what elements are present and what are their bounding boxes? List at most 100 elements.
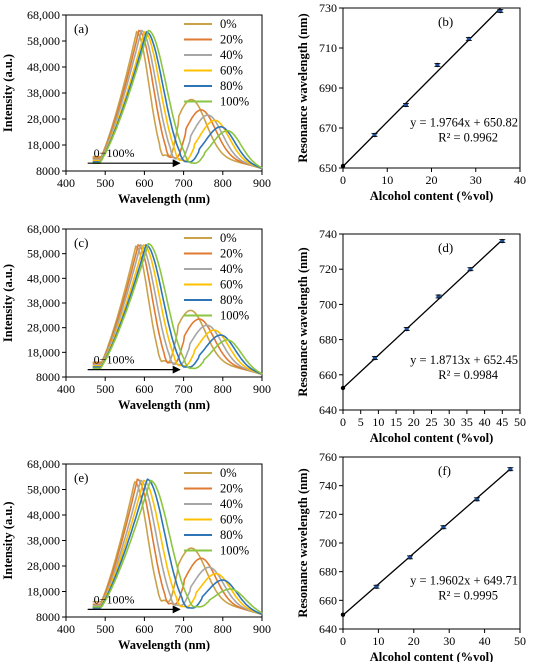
series-line-80pct [92, 478, 263, 615]
legend-label: 40% [220, 48, 243, 62]
panel-b: 0 10 20 30 40 650 670 690 710 730 Alcohol content … [296, 1, 526, 203]
series-line-0pct [92, 30, 263, 170]
shift-arrow-label: 0−100% [94, 592, 135, 606]
legend-label: 80% [220, 528, 243, 542]
data-point [340, 612, 346, 617]
x-tick-label: 10 [372, 634, 384, 648]
y-tick-label: 720 [319, 507, 337, 521]
x-tick-label: 30 [443, 415, 455, 429]
y-tick-label: 48,000 [27, 508, 60, 522]
y-tick-label: 18,000 [27, 585, 60, 599]
x-tick-label: 40 [514, 173, 526, 187]
x-tick-label: 0 [340, 415, 346, 429]
y-tick-label: 8000 [36, 164, 60, 178]
x-tick-label: 25 [426, 415, 438, 429]
series-line-100pct [92, 242, 263, 375]
x-axis-label: Wavelength (nm) [118, 638, 210, 652]
y-tick-label: 28,000 [27, 559, 60, 573]
legend-label: 0% [220, 231, 237, 245]
panel-d: 0 5 10 15 20 25 30 35 40 45 50 640 660 680 700 720 740 Al… [296, 227, 526, 445]
y-tick-label: 38,000 [27, 296, 60, 310]
series-line-80pct [92, 244, 263, 375]
x-tick-label: 400 [57, 382, 75, 396]
data-point [340, 163, 346, 169]
legend-label: 40% [220, 497, 243, 511]
y-tick-label: 720 [319, 262, 337, 276]
fit-r-squared: R² = 0.9962 [438, 130, 498, 144]
x-tick-label: 600 [135, 176, 153, 190]
legend-label: 100% [220, 95, 249, 109]
y-tick-label: 38,000 [27, 534, 60, 548]
y-tick-label: 58,000 [27, 247, 60, 261]
fit-line [342, 7, 501, 167]
x-tick-label: 10 [372, 415, 384, 429]
y-tick-label: 690 [319, 81, 337, 95]
legend-label: 100% [220, 309, 249, 323]
fit-equation: y = 1.9602x + 649.71 [410, 573, 518, 587]
x-tick-label: 20 [408, 415, 420, 429]
y-tick-label: 28,000 [27, 321, 60, 335]
y-tick-label: 740 [319, 227, 337, 241]
series-line-100pct [92, 479, 263, 614]
fit-r-squared: R² = 0.9995 [438, 588, 498, 602]
y-tick-label: 58,000 [27, 483, 60, 497]
legend-label: 80% [220, 293, 243, 307]
y-tick-label: 48,000 [27, 60, 60, 74]
fit-line [342, 468, 511, 616]
y-tick-label: 680 [319, 333, 337, 347]
y-tick-label: 640 [319, 403, 337, 417]
y-tick-label: 48,000 [27, 271, 60, 285]
series-line-60pct [92, 479, 263, 616]
data-point [340, 385, 346, 391]
x-tick-label: 800 [214, 622, 232, 636]
panel-label: (d) [438, 240, 453, 255]
y-tick-label: 68,000 [27, 8, 60, 22]
y-tick-label: 760 [319, 450, 337, 464]
series-line-20pct [92, 244, 263, 376]
series-line-60pct [92, 244, 263, 376]
legend-label: 80% [220, 79, 243, 93]
plot-frame [342, 456, 521, 630]
x-axis-label: Wavelength (nm) [118, 398, 210, 412]
x-tick-label: 30 [443, 634, 455, 648]
y-tick-label: 660 [319, 593, 337, 607]
x-tick-label: 900 [253, 622, 271, 636]
y-axis-label: Intensity (a.u.) [1, 501, 15, 579]
y-tick-label: 18,000 [27, 345, 60, 359]
y-tick-label: 68,000 [27, 222, 60, 236]
y-axis-label: Resonance wavelength (nm) [296, 247, 310, 396]
y-tick-label: 58,000 [27, 34, 60, 48]
x-tick-label: 500 [96, 176, 114, 190]
x-tick-label: 700 [175, 382, 193, 396]
legend-label: 0% [220, 17, 237, 31]
y-tick-label: 28,000 [27, 112, 60, 126]
y-tick-label: 8000 [36, 370, 60, 384]
x-tick-label: 800 [214, 382, 232, 396]
series-line-0pct [92, 245, 263, 376]
y-tick-label: 650 [319, 161, 337, 175]
y-axis-label: Intensity (a.u.) [1, 264, 15, 342]
y-tick-label: 660 [319, 368, 337, 382]
panel-label: (b) [438, 14, 453, 29]
y-tick-label: 670 [319, 121, 337, 135]
fit-equation: y = 1.9764x + 650.82 [410, 115, 518, 129]
x-tick-label: 5 [358, 415, 364, 429]
y-axis-label: Intensity (a.u.) [1, 54, 15, 132]
y-tick-label: 640 [319, 622, 337, 636]
series-line-100pct [92, 29, 263, 169]
x-tick-label: 40 [479, 634, 491, 648]
y-tick-label: 8000 [36, 610, 60, 624]
y-tick-label: 700 [319, 297, 337, 311]
legend-label: 20% [220, 33, 243, 47]
x-tick-label: 700 [175, 176, 193, 190]
x-tick-label: 500 [96, 382, 114, 396]
y-tick-label: 730 [319, 1, 337, 15]
panel-f: 0 10 20 30 40 50 640 660 680 700 720 740 760 Alcohol … [296, 450, 526, 662]
panel-label: (f) [438, 463, 451, 478]
x-tick-label: 0 [340, 173, 346, 187]
x-axis-label: Wavelength (nm) [118, 192, 210, 206]
panel-label: (e) [74, 470, 88, 485]
y-axis-label: Resonance wavelength (nm) [296, 13, 310, 162]
x-axis-label: Alcohol content (%vol) [370, 431, 494, 445]
